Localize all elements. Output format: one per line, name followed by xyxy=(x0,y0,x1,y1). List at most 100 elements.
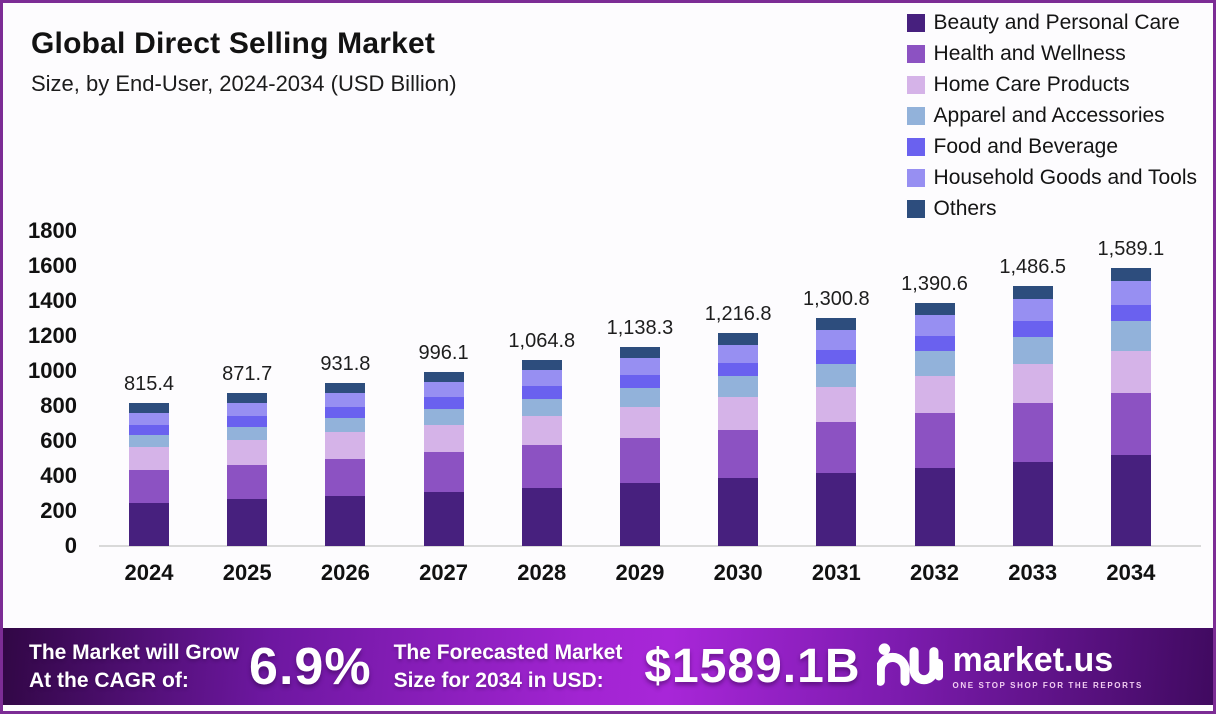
bar-segment xyxy=(129,424,169,435)
x-axis-tick-label: 2034 xyxy=(1106,560,1156,585)
bar-segment xyxy=(1012,298,1053,322)
x-axis-tick-label: 2032 xyxy=(910,560,959,585)
stacked-bar xyxy=(423,371,464,546)
legend-swatch-icon xyxy=(906,107,925,125)
forecast-label-line1: The Forecasted Market xyxy=(393,641,623,665)
bar-segment xyxy=(1012,336,1053,364)
bar-segment xyxy=(1012,363,1053,403)
bar-plot: 815.4 2024 871.7 2025 931.8 2026 996.1 2027 1,06… xyxy=(124,231,1164,585)
bar-group-2031: 1,300.8 2031 xyxy=(803,231,870,585)
legend-label: Health and Wellness xyxy=(933,42,1126,65)
bar-segment xyxy=(718,397,759,431)
legend-label: Others xyxy=(933,197,997,220)
bar-segment xyxy=(521,370,562,387)
bar-segment xyxy=(619,406,660,439)
x-axis-tick-label: 2029 xyxy=(615,560,665,585)
bar-segment xyxy=(718,430,759,479)
bar-segment xyxy=(423,382,464,398)
stacked-bar xyxy=(1012,285,1053,546)
bar-segment xyxy=(1012,402,1053,462)
x-axis-tick-label: 2028 xyxy=(517,560,567,585)
cagr-label-line1: The Market will Grow xyxy=(29,641,240,665)
bar-segment xyxy=(816,473,857,546)
y-axis-tick-label: 800 xyxy=(40,393,77,418)
legend-label: Beauty and Personal Care xyxy=(933,11,1180,34)
footer-banner: The Market will Grow At the CAGR of: 6.9… xyxy=(3,628,1213,705)
bar-segment xyxy=(423,424,464,453)
bar-segment xyxy=(619,438,660,484)
bar-segment xyxy=(914,350,955,376)
bar-segment xyxy=(129,470,169,503)
bar-segment xyxy=(816,318,857,331)
legend-item: Food and Beverage xyxy=(906,135,1197,159)
bar-total-label: 1,589.1 xyxy=(1097,237,1165,260)
bar-segment xyxy=(227,415,268,427)
bar-segment xyxy=(227,464,268,500)
bar-total-label: 931.8 xyxy=(320,352,371,375)
bar-segment xyxy=(129,403,169,413)
bar-segment xyxy=(521,415,562,446)
brand-logo-group: market.us ONE STOP SHOP FOR THE REPORTS xyxy=(875,640,1143,693)
bar-segment xyxy=(227,426,268,440)
bar-segment xyxy=(521,386,562,399)
bar-segment xyxy=(914,412,955,468)
x-axis-tick-label: 2026 xyxy=(320,560,370,585)
bar-segment xyxy=(1110,267,1151,282)
y-axis-tick-label: 1600 xyxy=(28,253,77,278)
bar-group-2025: 871.7 2025 xyxy=(222,231,272,585)
chart-header: Global Direct Selling Market Size, by En… xyxy=(31,27,457,97)
legend-swatch-icon xyxy=(906,14,925,32)
bar-segment xyxy=(325,495,366,546)
bar-segment xyxy=(227,402,268,416)
bar-total-label: 1,486.5 xyxy=(999,255,1067,278)
legend-swatch-icon xyxy=(906,169,925,187)
legend-swatch-icon xyxy=(906,76,925,94)
legend-label: Apparel and Accessories xyxy=(933,104,1165,127)
marketus-logo-icon xyxy=(875,640,943,693)
bar-segment xyxy=(521,487,562,546)
stacked-bar xyxy=(914,302,955,546)
bar-segment xyxy=(914,467,955,546)
stacked-bar xyxy=(1110,267,1151,546)
page-subtitle: Size, by End-User, 2024-2034 (USD Billio… xyxy=(31,71,457,96)
bar-segment xyxy=(914,302,955,316)
bar-segment xyxy=(1012,321,1053,337)
bar-segment xyxy=(227,439,268,465)
bar-group-2024: 815.4 2024 xyxy=(124,231,174,585)
bar-segment xyxy=(1110,281,1151,306)
bar-group-2032: 1,390.6 2032 xyxy=(901,231,968,585)
bar-segment xyxy=(521,398,562,416)
stacked-bar xyxy=(129,403,169,546)
bar-segment xyxy=(718,363,759,377)
bar-segment xyxy=(1110,305,1151,322)
forecast-label-line2: Size for 2034 in USD: xyxy=(393,668,604,692)
stacked-bar xyxy=(521,359,562,546)
bar-segment xyxy=(816,330,857,351)
bar-segment xyxy=(816,421,857,474)
bar-segment xyxy=(129,434,169,447)
bar-segment xyxy=(1110,350,1151,393)
bar-segment xyxy=(1110,321,1151,351)
bar-total-label: 1,300.8 xyxy=(802,288,870,311)
bar-group-2026: 931.8 2026 xyxy=(320,231,370,585)
legend-label: Food and Beverage xyxy=(933,135,1118,158)
bar-segment xyxy=(325,458,366,496)
y-axis-tick-label: 1400 xyxy=(28,288,77,313)
bar-segment xyxy=(129,412,169,425)
x-axis-tick-label: 2024 xyxy=(124,560,174,585)
bar-group-2029: 1,138.3 2029 xyxy=(607,231,674,585)
bar-segment xyxy=(227,499,268,546)
bar-segment xyxy=(1012,461,1053,546)
bar-segment xyxy=(521,359,562,371)
bar-segment xyxy=(914,315,955,337)
y-axis-tick-label: 200 xyxy=(40,498,77,523)
y-axis-tick-label: 1800 xyxy=(28,218,77,243)
cagr-label: The Market will Grow At the CAGR of: xyxy=(29,639,239,694)
chart-area: 0 200 400 600 800 1000 1200 1400 1600 1800 815.4 2… xyxy=(3,3,1213,711)
legend-swatch-icon xyxy=(906,200,925,218)
bar-segment xyxy=(619,483,660,546)
x-axis-tick-label: 2027 xyxy=(419,560,469,585)
x-axis-tick-label: 2025 xyxy=(222,560,272,585)
bar-segment xyxy=(816,350,857,365)
brand-name: market.us xyxy=(952,641,1114,679)
